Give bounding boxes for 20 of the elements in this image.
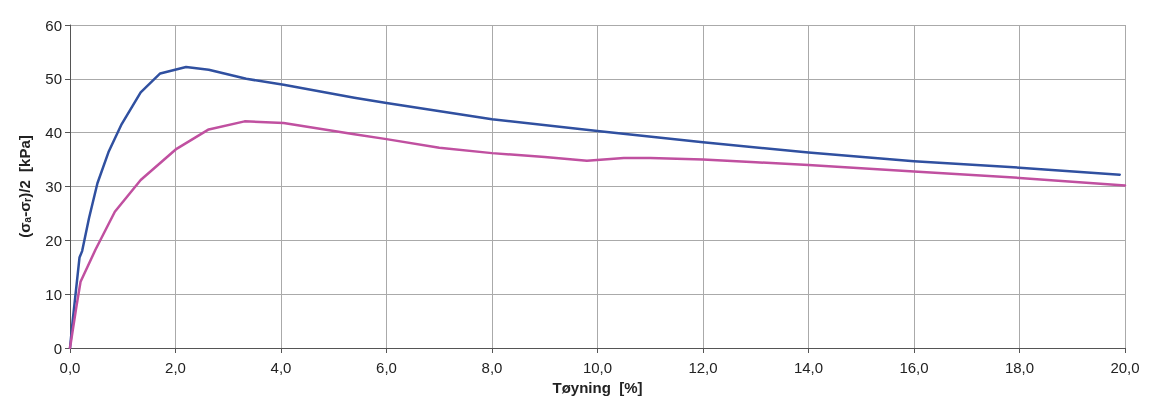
y-tick-label: 40: [45, 124, 62, 142]
y-tick-label: 10: [45, 285, 62, 303]
x-tick-label: 12,0: [688, 359, 718, 376]
x-tick-label: 2,0: [165, 359, 186, 376]
x-tick-label: 14,0: [793, 359, 824, 376]
x-axis-title: Tøyning [%]: [552, 378, 643, 396]
x-tick-label: 6,0: [376, 359, 397, 376]
x-tick-label: 10,0: [582, 359, 613, 376]
x-tick-label: 8,0: [481, 359, 503, 376]
y-tick-label: 60: [45, 16, 62, 34]
x-tick-label: 16,0: [899, 359, 929, 376]
x-tick-label: 20,0: [1110, 359, 1140, 376]
x-tick-label: 18,0: [1004, 359, 1035, 376]
y-tick-label: 0: [53, 339, 62, 357]
x-tick-label: 4,0: [270, 359, 292, 376]
x-tick-label: 0,0: [59, 359, 81, 376]
y-tick-label: 20: [45, 231, 62, 249]
y-axis-title: (σₐ-σᵣ)/2 [kPa]: [16, 135, 33, 238]
y-tick-label: 50: [45, 70, 62, 88]
y-tick-label: 30: [45, 178, 62, 195]
